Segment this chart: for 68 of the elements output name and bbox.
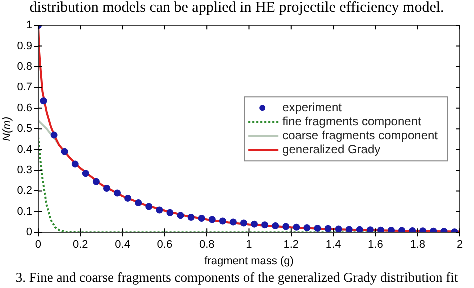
x-tick-label: 0 (35, 239, 42, 252)
point (398, 227, 406, 233)
point (61, 148, 68, 156)
legend-label: generalized Grady (282, 142, 381, 156)
point (230, 218, 237, 226)
point (92, 178, 100, 186)
point (304, 224, 311, 232)
point (146, 203, 153, 210)
y-tick-label: 1 (26, 20, 32, 32)
legend-label: coarse fragments component (282, 128, 439, 142)
point (420, 228, 427, 233)
y-axis-title: N(m) (2, 116, 14, 142)
x-tick-label: 1.6 (368, 239, 384, 252)
y-tick-label: 0.9 (17, 40, 32, 52)
x-tick-label: 0.2 (72, 239, 88, 252)
text: 3. Fine and coarse fragments components of the generalized Grady distribution fit (14, 269, 460, 286)
point (282, 223, 290, 230)
y-tick-label: 0.6 (17, 102, 32, 114)
legend-label: fine fragments component (282, 114, 422, 128)
point (177, 212, 184, 220)
point (50, 132, 58, 139)
point (366, 226, 374, 233)
point (40, 98, 48, 105)
text: distribution models can be applied in HE projectile efficiency model. (28, 0, 446, 17)
point (293, 224, 300, 231)
y-tick-label: 0.4 (17, 144, 32, 156)
x-tick-label: 1.2 (284, 239, 300, 252)
point (346, 226, 353, 233)
point (82, 170, 90, 178)
y-tick-label: 0.7 (17, 82, 32, 94)
point (272, 222, 280, 230)
y-tick-label: 0.1 (17, 206, 32, 218)
x-tick-label: 1.8 (410, 239, 426, 252)
x-tick-label: 2 (456, 239, 464, 252)
point (324, 225, 332, 232)
y-tick-label: 0 (26, 226, 32, 239)
point (208, 216, 216, 224)
point (335, 226, 342, 233)
point (240, 220, 248, 227)
x-tick-label: 0.8 (199, 239, 215, 252)
point (135, 200, 142, 206)
point (166, 209, 174, 216)
y-tick-label: 0.8 (17, 61, 32, 74)
point (198, 215, 206, 222)
x-axis-title: fragment mass (g) (204, 255, 294, 268)
point (188, 214, 195, 221)
point (156, 206, 164, 214)
point (430, 228, 438, 233)
point (409, 227, 416, 233)
point (114, 190, 122, 197)
y-tick-label: 0.3 (17, 164, 32, 177)
point (262, 222, 269, 229)
point (314, 224, 322, 232)
point (388, 227, 396, 233)
y-tick-label: 0.5 (17, 123, 32, 136)
y-tick-label: 0.2 (17, 185, 32, 198)
point (103, 185, 110, 192)
point (251, 220, 258, 228)
x-tick-label: 1 (246, 239, 252, 252)
point (377, 226, 384, 233)
x-tick-label: 0.6 (157, 239, 173, 252)
point (356, 226, 364, 233)
x-tick-label: 1.4 (326, 239, 342, 252)
point (219, 218, 226, 225)
x-tick-label: 0.4 (115, 239, 130, 252)
point (124, 194, 132, 202)
point (72, 160, 79, 168)
legend-label: experiment (282, 100, 343, 114)
